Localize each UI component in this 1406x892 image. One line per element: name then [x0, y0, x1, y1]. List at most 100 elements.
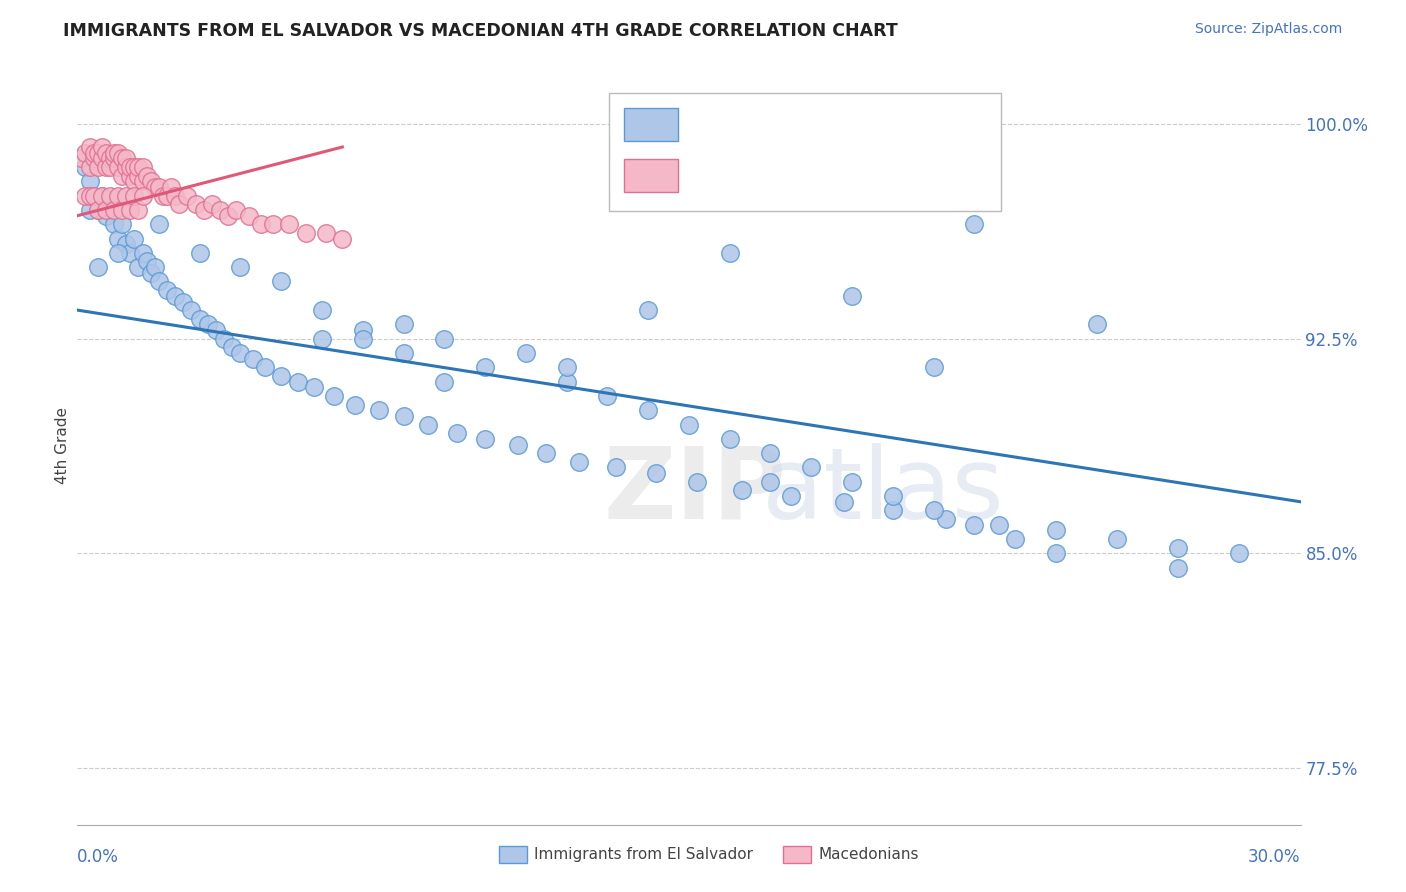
Point [759, 446, 782, 460]
Point [111, 152, 134, 166]
Point [731, 483, 754, 498]
Point [229, 346, 252, 360]
Point [596, 389, 619, 403]
Point [165, 188, 187, 202]
Point [963, 517, 986, 532]
Point [779, 489, 801, 503]
Point [98, 202, 121, 217]
Point [841, 289, 863, 303]
Point [605, 460, 627, 475]
Point [143, 180, 166, 194]
Point [534, 446, 557, 460]
Point [392, 409, 415, 423]
Point [555, 375, 578, 389]
Point [392, 318, 415, 332]
Point [115, 188, 138, 202]
Point [169, 197, 191, 211]
Text: R =: R = [693, 164, 728, 182]
Point [474, 432, 496, 446]
Point [75, 160, 97, 174]
Point [205, 323, 228, 337]
Point [103, 202, 125, 217]
Point [987, 517, 1010, 532]
Point [75, 145, 97, 160]
Point [922, 503, 945, 517]
Point [124, 174, 146, 188]
Point [176, 188, 198, 202]
Point [197, 318, 219, 332]
Point [882, 489, 904, 503]
Point [107, 160, 129, 174]
Point [148, 275, 170, 289]
Point [221, 340, 243, 354]
Point [759, 475, 782, 489]
Point [686, 475, 709, 489]
Point [160, 180, 183, 194]
Point [1107, 532, 1129, 546]
Point [87, 145, 110, 160]
Point [315, 226, 337, 240]
Point [70, 152, 93, 166]
Text: 0.328: 0.328 [741, 164, 799, 182]
Point [94, 160, 117, 174]
Point [79, 188, 101, 202]
Text: 30.0%: 30.0% [1249, 848, 1301, 866]
Bar [624, 159, 678, 192]
Text: N =: N = [852, 113, 889, 131]
Point [75, 188, 97, 202]
Point [79, 140, 101, 154]
Point [165, 289, 187, 303]
Point [1229, 546, 1251, 560]
Point [278, 217, 301, 231]
Point [294, 226, 316, 240]
Point [637, 303, 659, 318]
Text: IMMIGRANTS FROM EL SALVADOR VS MACEDONIAN 4TH GRADE CORRELATION CHART: IMMIGRANTS FROM EL SALVADOR VS MACEDONIA… [63, 22, 898, 40]
Point [79, 174, 101, 188]
Point [208, 202, 231, 217]
Point [139, 266, 162, 280]
Point [98, 160, 121, 174]
Point [262, 217, 284, 231]
Point [800, 460, 823, 475]
Point [131, 245, 153, 260]
Point [103, 217, 125, 231]
Point [201, 197, 224, 211]
Point [922, 360, 945, 375]
Point [124, 231, 146, 245]
Point [83, 152, 105, 166]
Point [311, 332, 333, 346]
Point [1167, 560, 1189, 574]
Point [229, 260, 252, 275]
Point [87, 202, 110, 217]
Point [368, 403, 391, 417]
Point [416, 417, 439, 432]
Point [555, 360, 578, 375]
Point [474, 360, 496, 375]
Point [645, 466, 668, 480]
Point [83, 188, 105, 202]
Point [94, 209, 117, 223]
Point [79, 160, 101, 174]
Point [127, 169, 149, 183]
Point [193, 202, 215, 217]
Point [242, 351, 264, 366]
Point [225, 202, 247, 217]
Point [148, 180, 170, 194]
Point [120, 245, 142, 260]
Point [83, 145, 105, 160]
Point [107, 245, 129, 260]
Point [963, 217, 986, 231]
Point [94, 145, 117, 160]
Point [212, 332, 235, 346]
Point [127, 260, 149, 275]
Point [188, 245, 211, 260]
Point [172, 294, 194, 309]
Point [103, 145, 125, 160]
Point [107, 231, 129, 245]
Text: 90: 90 [897, 113, 922, 131]
Text: R =: R = [693, 113, 728, 131]
Point [1167, 541, 1189, 555]
Text: N =: N = [852, 164, 889, 182]
Text: -0.572: -0.572 [741, 113, 806, 131]
Point [156, 188, 179, 202]
